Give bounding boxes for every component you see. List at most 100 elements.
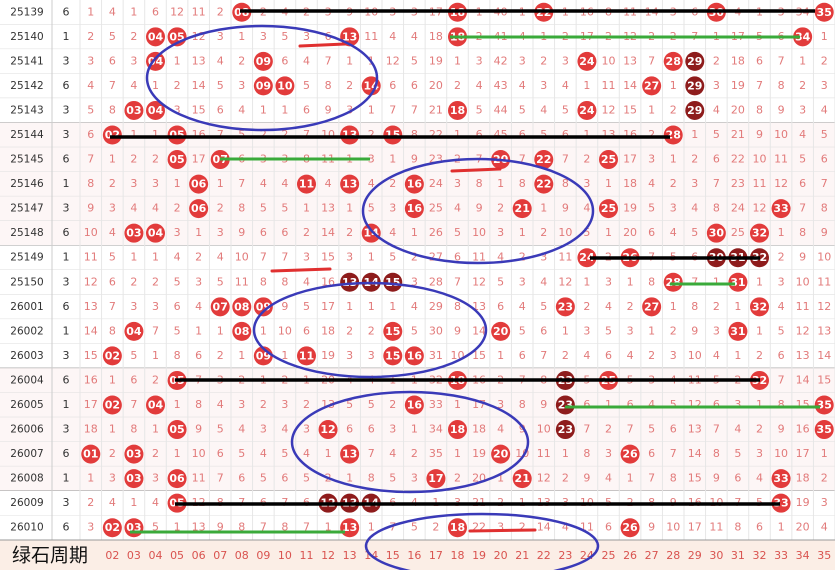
miss-count: 6 [476, 128, 483, 141]
miss-count: 34 [429, 423, 443, 436]
ball [512, 469, 532, 489]
ball-number: 17 [428, 472, 443, 485]
miss-count: 14 [537, 521, 551, 534]
miss-count: 5 [713, 128, 720, 141]
miss-count: 1 [411, 226, 418, 239]
miss-count: 1 [497, 472, 504, 485]
ball-number: 33 [773, 497, 788, 510]
miss-count: 1 [368, 103, 375, 116]
miss-count: 15 [472, 349, 486, 362]
miss-count: 6 [260, 226, 267, 239]
footer-column: 17 [429, 549, 443, 562]
miss-count: 8 [281, 275, 288, 288]
miss-count: 12 [170, 5, 184, 18]
miss-count: 4 [217, 54, 224, 67]
miss-count: 6 [713, 398, 720, 411]
miss-count: 3 [238, 79, 245, 92]
miss-count: 2 [670, 177, 677, 190]
miss-count: 7 [778, 373, 785, 386]
miss-count: 5 [109, 30, 116, 43]
ball-number: 34 [795, 30, 811, 43]
miss-count: 5 [152, 521, 159, 534]
ball-number: 33 [773, 472, 788, 485]
row-bg [0, 417, 835, 442]
ball [642, 297, 662, 317]
miss-count: 1 [605, 398, 612, 411]
miss-count: 12 [602, 103, 616, 116]
miss-count: 20 [796, 521, 810, 534]
ball-number: 03 [126, 227, 141, 240]
miss-count: 1 [756, 324, 763, 337]
ball [404, 346, 424, 366]
ball-number: 25 [601, 202, 616, 215]
miss-count: 7 [217, 472, 224, 485]
miss-count: 5 [130, 349, 137, 362]
miss-count: 10 [558, 226, 572, 239]
miss-count: 3 [130, 300, 137, 313]
footer-column: 33 [774, 549, 788, 562]
miss-count: 1 [174, 398, 181, 411]
miss-count: 13 [602, 128, 616, 141]
miss-count: 17 [623, 153, 637, 166]
miss-count: 2 [260, 128, 267, 141]
ball [491, 444, 511, 464]
miss-count: 12 [774, 177, 788, 190]
footer-column: 09 [256, 549, 270, 562]
miss-count: 4 [217, 251, 224, 264]
miss-count: 4 [821, 521, 828, 534]
miss-count: 2 [346, 324, 353, 337]
ball-number: 15 [385, 349, 400, 362]
miss-count: 28 [429, 275, 443, 288]
miss-count: 4 [411, 30, 418, 43]
miss-count: 7 [152, 324, 159, 337]
miss-count: 2 [756, 349, 763, 362]
miss-count: 1 [303, 202, 310, 215]
ball [124, 223, 144, 243]
ball [102, 395, 122, 415]
miss-count: 3 [174, 226, 181, 239]
miss-count: 1 [605, 226, 612, 239]
miss-count: 3 [778, 275, 785, 288]
miss-count: 1 [152, 349, 159, 362]
ball [253, 51, 273, 71]
miss-count: 1 [346, 54, 353, 67]
miss-count: 6 [670, 423, 677, 436]
miss-count: 19 [731, 79, 745, 92]
miss-count: 6 [519, 128, 526, 141]
miss-count: 1 [109, 153, 116, 166]
ball [750, 223, 769, 243]
miss-count: 6 [713, 153, 720, 166]
miss-count: 1 [497, 177, 504, 190]
miss-count: 4 [303, 447, 310, 460]
miss-count: 31 [429, 349, 443, 362]
miss-count: 4 [778, 300, 785, 313]
miss-count: 10 [688, 349, 702, 362]
miss-count: 24 [731, 202, 745, 215]
miss-count: 14 [817, 349, 831, 362]
ball-number: 20 [493, 448, 509, 461]
miss-count: 5 [411, 521, 418, 534]
footer-column: 10 [278, 549, 292, 562]
miss-count: 11 [84, 251, 98, 264]
ball-number: 05 [169, 153, 184, 166]
miss-count: 9 [778, 103, 785, 116]
ball-number: 23 [558, 300, 573, 313]
miss-count: 1 [152, 423, 159, 436]
period: 26009 [10, 497, 43, 509]
miss-count: 6 [109, 54, 116, 67]
miss-count: 5 [562, 103, 569, 116]
miss-count: 15 [623, 103, 637, 116]
miss-count: 3 [540, 251, 547, 264]
miss-count: 3 [756, 447, 763, 460]
miss-count: 44 [494, 103, 508, 116]
ball-number: 23 [558, 423, 573, 436]
miss-count: 3 [562, 54, 569, 67]
ball-number: 35 [817, 423, 832, 436]
miss-count: 2 [411, 251, 418, 264]
miss-count: 4 [303, 54, 310, 67]
miss-count: 45 [494, 128, 508, 141]
miss-count: 6 [303, 324, 310, 337]
ball-number: 11 [299, 178, 314, 191]
miss-count: 4 [627, 349, 634, 362]
